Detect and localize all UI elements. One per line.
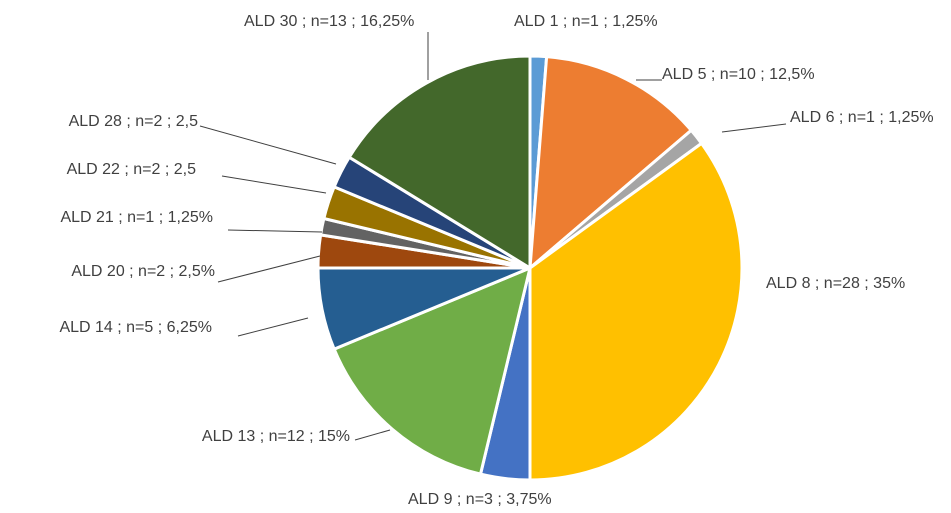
data-label: ALD 28 ; n=2 ; 2,5 [69, 113, 199, 130]
leader-line [221, 175, 327, 194]
leader-line [199, 125, 337, 165]
leader-line [237, 317, 309, 337]
data-label: ALD 30 ; n=13 ; 16,25% [244, 13, 414, 30]
data-label: ALD 6 ; n=1 ; 1,25% [790, 109, 934, 126]
leader-line [227, 229, 323, 233]
data-label: ALD 14 ; n=5 ; 6,25% [59, 319, 212, 336]
leader-line [217, 255, 321, 283]
pie-slice [528, 55, 694, 272]
data-label: ALD 21 ; n=1 ; 1,25% [60, 209, 213, 226]
data-label: ALD 9 ; n=3 ; 3,75% [408, 491, 552, 508]
data-label: ALD 8 ; n=28 ; 35% [766, 275, 905, 292]
data-label: ALD 1 ; n=1 ; 1,25% [514, 13, 658, 30]
data-label: ALD 20 ; n=2 ; 2,5% [71, 263, 215, 280]
leader-line [354, 429, 391, 441]
pie-slice [347, 54, 532, 271]
pie-slice [528, 141, 744, 482]
data-label: ALD 22 ; n=2 ; 2,5 [67, 161, 197, 178]
data-label: ALD 5 ; n=10 ; 12,5% [662, 66, 815, 83]
data-label: ALD 13 ; n=12 ; 15% [202, 428, 350, 445]
pie-slice [332, 265, 533, 476]
leader-line [721, 123, 787, 133]
